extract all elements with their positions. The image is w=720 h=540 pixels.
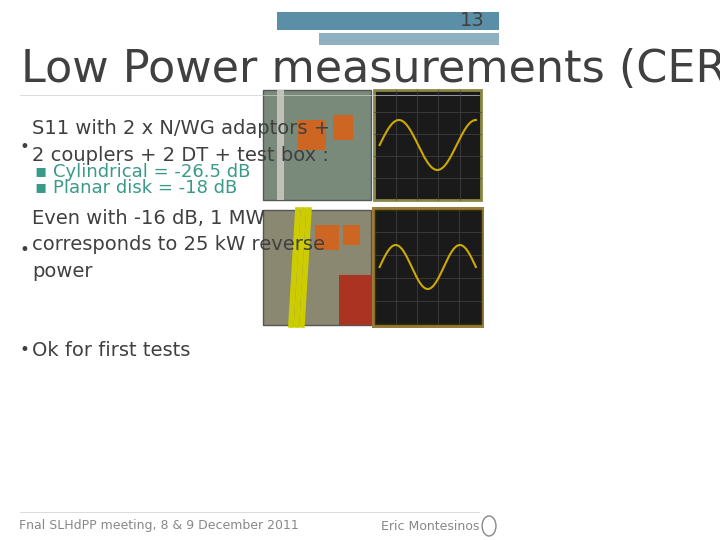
Text: ▪ Planar disk = -18 dB: ▪ Planar disk = -18 dB [35,179,237,197]
Text: Ok for first tests: Ok for first tests [32,341,190,360]
Text: S11 with 2 x N/WG adaptors +
2 couplers + 2 DT + test box :: S11 with 2 x N/WG adaptors + 2 couplers … [32,119,330,165]
Bar [298,120,325,150]
Bar [319,33,499,45]
Text: •: • [19,241,30,259]
Bar [277,12,499,30]
Bar [333,115,354,140]
Bar [374,90,482,200]
Bar [264,210,371,325]
Text: Fnal SLHdPP meeting, 8 & 9 December 2011: Fnal SLHdPP meeting, 8 & 9 December 2011 [19,519,299,532]
Bar [315,225,339,250]
Text: Even with -16 dB, 1 MW
corresponds to 25 kW reverse
power: Even with -16 dB, 1 MW corresponds to 25… [32,209,325,281]
Text: 13: 13 [460,10,485,30]
Bar [343,225,360,245]
Text: •: • [19,138,30,156]
Bar [372,207,484,328]
Bar [375,210,481,324]
Text: Low Power measurements (CERN): Low Power measurements (CERN) [21,49,720,91]
Bar [339,275,371,325]
Bar [264,90,371,200]
Text: •: • [19,341,30,359]
Text: ▪ Cylindrical = -26.5 dB: ▪ Cylindrical = -26.5 dB [35,163,250,181]
Bar [277,90,284,200]
Text: Eric Montesinos: Eric Montesinos [381,519,480,532]
